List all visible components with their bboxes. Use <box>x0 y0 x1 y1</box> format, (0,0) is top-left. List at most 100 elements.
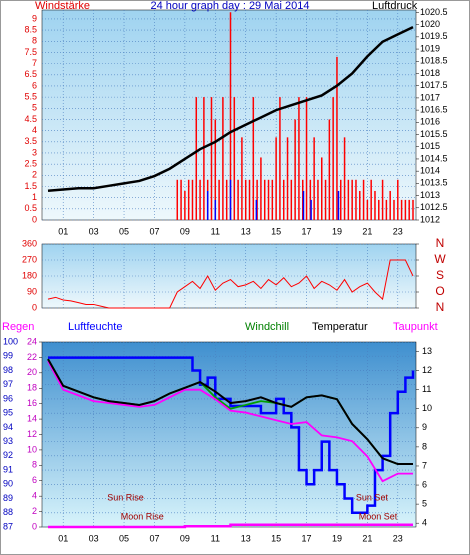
y-tick-label: 2 <box>32 506 37 516</box>
direction-line <box>47 259 414 309</box>
y-tick-label: 20 <box>27 367 37 377</box>
y-tick-label: 97 <box>3 379 13 389</box>
y-tick-label: 1020.5 <box>420 7 448 17</box>
y-tick-label: 1015.5 <box>420 129 448 139</box>
series-label: Regen <box>2 321 34 333</box>
annotation: Sun Rise <box>107 492 144 502</box>
series-label: Temperatur <box>312 321 368 333</box>
y-tick-label: 1012 <box>420 214 440 224</box>
y-tick-label: 4 <box>32 491 37 501</box>
y-tick-label: 10 <box>27 444 37 454</box>
y-tick-label: 1018 <box>420 68 440 78</box>
y-tick-label: 10 <box>422 403 432 413</box>
annotation: Moon Rise <box>121 511 164 521</box>
chart-title: 24 hour graph day : 29 Mai 2014 <box>150 0 309 12</box>
y-tick-label: 95 <box>3 408 13 418</box>
x-tick-label: 21 <box>362 226 372 236</box>
y-tick-label: 8 <box>32 460 37 470</box>
x-tick-label: 01 <box>58 533 68 543</box>
y-tick-label: 1016.5 <box>420 104 448 114</box>
y-tick-label: 3.5 <box>24 136 37 146</box>
y-tick-label: 8 <box>32 36 37 46</box>
y-tick-label: 24 <box>27 336 37 346</box>
y-tick-label: 94 <box>3 422 13 432</box>
y-tick-label: 1017 <box>420 92 440 102</box>
series-line <box>48 356 415 515</box>
y-tick-label: 6 <box>32 80 37 90</box>
y-tick-label: 18 <box>27 383 37 393</box>
y-tick-label: S <box>436 268 444 282</box>
y-tick-label: 6 <box>32 475 37 485</box>
y-tick-label: 90 <box>27 286 37 296</box>
y-tick-label: 11 <box>422 384 431 394</box>
y-tick-label: 6.5 <box>24 69 37 79</box>
y-tick-label: 3 <box>32 147 37 157</box>
x-tick-label: 03 <box>89 533 99 543</box>
series-label: Windchill <box>245 321 289 333</box>
y-tick-label: 0.5 <box>24 203 37 213</box>
y-tick-label: 1014.5 <box>420 153 448 163</box>
y-tick-label: 88 <box>3 507 13 517</box>
x-tick-label: 11 <box>211 226 220 236</box>
x-tick-label: 13 <box>241 226 251 236</box>
y-tick-label: 22 <box>27 352 37 362</box>
y-tick-label: 0 <box>32 302 37 312</box>
x-tick-label: 15 <box>271 226 281 236</box>
y-tick-label: 270 <box>22 254 37 264</box>
y-tick-label: N <box>436 300 445 314</box>
y-tick-label: 12 <box>422 365 432 375</box>
y-tick-label: 92 <box>3 450 13 460</box>
y-tick-label: 6 <box>422 479 427 489</box>
y-tick-label: 1013.5 <box>420 178 448 188</box>
x-tick-label: 17 <box>302 226 312 236</box>
x-tick-label: 07 <box>149 533 159 543</box>
y-tick-label: 14 <box>27 413 37 423</box>
y-tick-label: 2.5 <box>24 159 37 169</box>
y-tick-label: 12 <box>27 429 37 439</box>
y2-label: Luftdruck <box>372 0 418 12</box>
y-tick-label: 7.5 <box>24 47 37 57</box>
y-tick-label: 180 <box>22 270 37 280</box>
y-tick-label: 0 <box>32 214 37 224</box>
climate-plot <box>41 341 417 528</box>
x-tick-label: 07 <box>149 226 159 236</box>
y-tick-label: 1 <box>32 192 37 202</box>
x-tick-label: 01 <box>58 226 68 236</box>
y-tick-label: 1.5 <box>24 181 37 191</box>
y-tick-label: 1016 <box>420 117 440 127</box>
y-tick-label: 360 <box>22 238 37 248</box>
y-tick-label: 87 <box>3 521 13 531</box>
y-tick-label: 89 <box>3 493 13 503</box>
y-tick-label: 1015 <box>420 141 440 151</box>
wind-plot <box>41 9 417 221</box>
x-tick-label: 19 <box>332 533 342 543</box>
y-tick-label: 5.5 <box>24 92 37 102</box>
series-line <box>48 523 413 529</box>
y-tick-label: W <box>434 252 446 266</box>
y-tick-label: 8.5 <box>24 24 37 34</box>
y-tick-label: 4.5 <box>24 114 37 124</box>
x-tick-label: 09 <box>180 226 190 236</box>
annotation: Sun Set <box>356 492 389 502</box>
x-tick-label: 09 <box>180 533 190 543</box>
y-tick-label: O <box>435 284 444 298</box>
y-tick-label: 7 <box>32 58 37 68</box>
series-line <box>47 360 413 483</box>
y-tick-label: 8 <box>422 441 427 451</box>
y-tick-label: 1019 <box>420 43 440 53</box>
x-tick-label: 23 <box>393 226 403 236</box>
y-tick-label: 99 <box>3 351 13 361</box>
x-tick-label: 23 <box>393 533 403 543</box>
y-tick-label: 96 <box>3 393 13 403</box>
x-tick-label: 13 <box>241 533 251 543</box>
y-tick-label: 9 <box>32 13 37 23</box>
y-tick-label: 90 <box>3 479 13 489</box>
x-tick-label: 05 <box>119 533 129 543</box>
series-label: Luftfeuchte <box>68 321 122 333</box>
y-tick-label: 5 <box>32 103 37 113</box>
y-tick-label: 91 <box>3 464 13 474</box>
y-tick-label: 16 <box>27 398 37 408</box>
y-tick-label: 100 <box>3 336 18 346</box>
y-tick-label: 98 <box>3 365 13 375</box>
